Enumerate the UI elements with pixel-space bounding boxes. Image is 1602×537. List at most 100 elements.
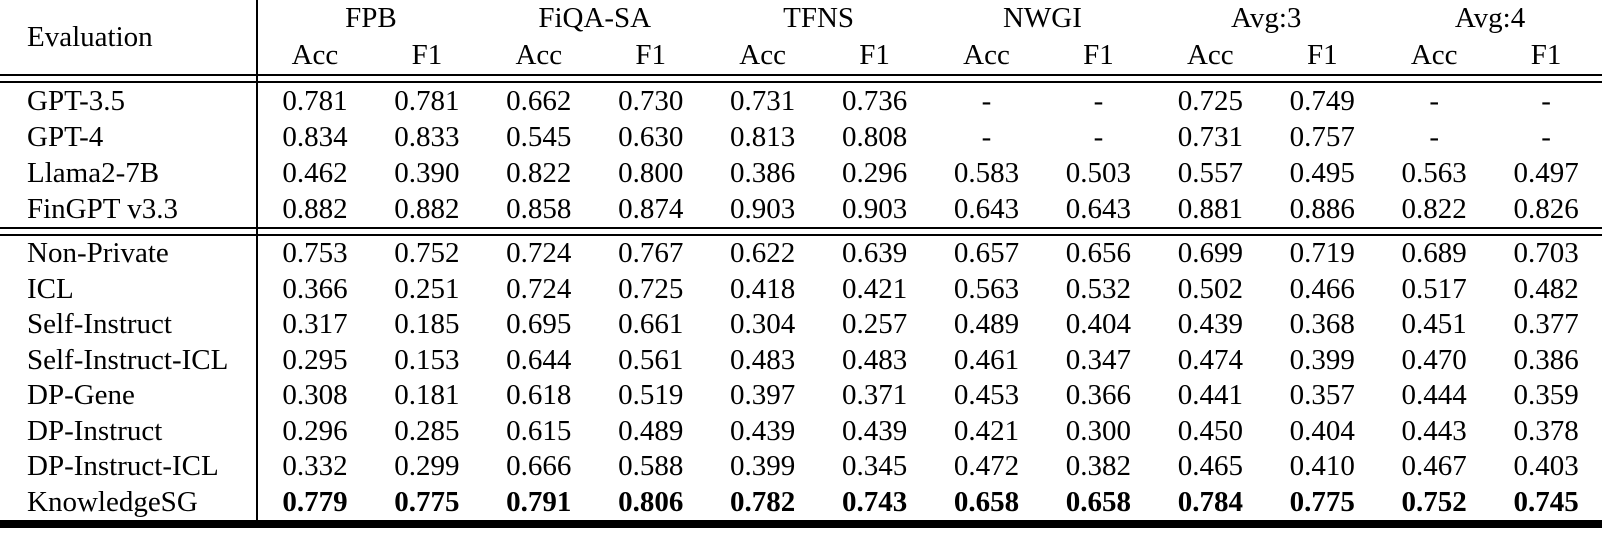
row-label: Llama2-7B bbox=[27, 156, 160, 189]
value-cell: 0.441 bbox=[1177, 379, 1243, 412]
value-cell: 0.767 bbox=[618, 237, 684, 270]
group-header-avg:4: Avg:4 bbox=[1454, 1, 1526, 34]
value-cell: 0.386 bbox=[730, 156, 796, 189]
value-cell: 0.775 bbox=[1289, 485, 1355, 518]
value-cell: 0.153 bbox=[394, 343, 460, 376]
value-cell: 0.371 bbox=[841, 379, 908, 412]
value-cell: 0.639 bbox=[841, 237, 908, 270]
value-cell: 0.519 bbox=[618, 379, 684, 412]
value-cell: 0.833 bbox=[394, 120, 460, 153]
header-rule bbox=[0, 74, 1602, 83]
value-cell: 0.736 bbox=[841, 84, 908, 117]
value-cell: 0.731 bbox=[730, 84, 796, 117]
value-cell: 0.300 bbox=[1065, 414, 1132, 447]
value-cell: 0.474 bbox=[1177, 343, 1243, 376]
table-row: DP-Instruct 0.296 0.285 0.615 0.489 0.439 0.43… bbox=[0, 414, 1602, 450]
value-cell: - bbox=[1429, 120, 1440, 153]
value-cell: 0.450 bbox=[1177, 414, 1243, 447]
value-cell: 0.439 bbox=[1177, 308, 1243, 341]
value-cell: 0.719 bbox=[1289, 237, 1355, 270]
table-row: GPT-3.5 0.781 0.781 0.662 0.730 0.731 0.736 - - 0… bbox=[0, 83, 1602, 119]
value-cell: 0.882 bbox=[282, 192, 348, 225]
baselines-section: GPT-3.5 0.781 0.781 0.662 0.730 0.731 0.736- -0… bbox=[0, 83, 1602, 227]
subheader-f1: F1 bbox=[635, 38, 667, 71]
value-cell: 0.618 bbox=[506, 379, 572, 412]
row-label: ICL bbox=[27, 272, 74, 305]
value-cell: 0.453 bbox=[953, 379, 1020, 412]
value-cell: 0.418 bbox=[730, 272, 796, 305]
value-cell: 0.886 bbox=[1289, 192, 1355, 225]
value-cell: 0.903 bbox=[730, 192, 796, 225]
value-cell: 0.661 bbox=[618, 308, 684, 341]
value-cell: 0.822 bbox=[506, 156, 572, 189]
value-cell: 0.753 bbox=[282, 237, 348, 270]
value-cell: 0.583 bbox=[953, 156, 1020, 189]
value-cell: 0.439 bbox=[730, 414, 796, 447]
value-cell: 0.304 bbox=[730, 308, 796, 341]
row-label: GPT-3.5 bbox=[27, 84, 126, 117]
value-cell: 0.181 bbox=[394, 379, 460, 412]
table-row: DP-Instruct-ICL 0.332 0.299 0.666 0.588 0.399… bbox=[0, 449, 1602, 485]
table-row: Llama2-7B 0.462 0.390 0.822 0.800 0.386 0.296 0… bbox=[0, 155, 1602, 191]
header-group-row: FPB FiQA-SA TFNS NWGI Avg:3 Avg:4 bbox=[0, 0, 1602, 36]
value-cell: 0.834 bbox=[282, 120, 348, 153]
value-cell: 0.743 bbox=[841, 485, 908, 518]
value-cell: 0.588 bbox=[618, 450, 684, 483]
row-label: Non-Private bbox=[27, 237, 169, 270]
value-cell: 0.745 bbox=[1513, 485, 1579, 518]
subheader-f1: F1 bbox=[859, 38, 890, 71]
value-cell: 0.497 bbox=[1513, 156, 1579, 189]
value-cell: 0.366 bbox=[282, 272, 348, 305]
value-cell: 0.563 bbox=[953, 272, 1020, 305]
value-cell: 0.404 bbox=[1289, 414, 1355, 447]
value-cell: 0.666 bbox=[506, 450, 572, 483]
row-label: Self-Instruct-ICL bbox=[27, 343, 229, 376]
value-cell: 0.662 bbox=[506, 84, 572, 117]
value-cell: 0.630 bbox=[618, 120, 684, 153]
group-header-avg:3: Avg:3 bbox=[1231, 1, 1302, 34]
value-cell: 0.251 bbox=[394, 272, 460, 305]
value-cell: 0.881 bbox=[1177, 192, 1243, 225]
row-label: KnowledgeSG bbox=[27, 485, 198, 518]
value-cell: 0.644 bbox=[506, 343, 572, 376]
value-cell: 0.368 bbox=[1289, 308, 1355, 341]
value-cell: 0.378 bbox=[1513, 414, 1579, 447]
row-label: Self-Instruct bbox=[27, 308, 172, 341]
value-cell: 0.724 bbox=[506, 237, 572, 270]
value-cell: 0.345 bbox=[841, 450, 908, 483]
value-cell: 0.503 bbox=[1065, 156, 1132, 189]
table-row: ICL 0.366 0.251 0.724 0.725 0.418 0.421 0.563 0.… bbox=[0, 272, 1602, 308]
row-label: DP-Gene bbox=[27, 379, 135, 412]
methods-section: Non-Private 0.753 0.752 0.724 0.767 0.622 0.63… bbox=[0, 236, 1602, 520]
value-cell: 0.563 bbox=[1401, 156, 1467, 189]
group-header-fpb: FPB bbox=[345, 1, 397, 34]
value-cell: 0.472 bbox=[953, 450, 1020, 483]
value-cell: 0.749 bbox=[1289, 84, 1355, 117]
value-cell: 0.399 bbox=[1289, 343, 1355, 376]
value-cell: 0.822 bbox=[1401, 192, 1467, 225]
subheader-acc: Acc bbox=[963, 38, 1010, 71]
value-cell: 0.366 bbox=[1065, 379, 1132, 412]
value-cell: 0.557 bbox=[1177, 156, 1243, 189]
value-cell: 0.813 bbox=[730, 120, 796, 153]
value-cell: 0.781 bbox=[394, 84, 460, 117]
value-cell: 0.903 bbox=[841, 192, 908, 225]
value-cell: 0.296 bbox=[282, 414, 348, 447]
value-cell: 0.517 bbox=[1401, 272, 1467, 305]
value-cell: 0.382 bbox=[1065, 450, 1132, 483]
subheader-acc: Acc bbox=[739, 38, 786, 71]
column-divider-line bbox=[256, 0, 258, 522]
value-cell: 0.826 bbox=[1513, 192, 1579, 225]
value-cell: 0.377 bbox=[1513, 308, 1579, 341]
value-cell: 0.757 bbox=[1289, 120, 1355, 153]
value-cell: 0.466 bbox=[1289, 272, 1355, 305]
value-cell: 0.658 bbox=[953, 485, 1020, 518]
row-label: DP-Instruct-ICL bbox=[27, 450, 219, 483]
value-cell: 0.781 bbox=[282, 84, 348, 117]
value-cell: 0.386 bbox=[1513, 343, 1579, 376]
value-cell: 0.285 bbox=[394, 414, 460, 447]
value-cell: - bbox=[1093, 84, 1104, 117]
value-cell: 0.775 bbox=[394, 485, 460, 518]
value-cell: 0.359 bbox=[1513, 379, 1579, 412]
